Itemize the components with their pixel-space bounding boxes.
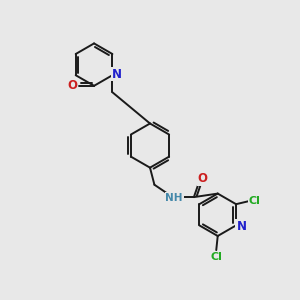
Text: N: N bbox=[236, 220, 246, 233]
Text: NH: NH bbox=[165, 193, 183, 203]
Text: Cl: Cl bbox=[249, 196, 261, 206]
Text: N: N bbox=[112, 68, 122, 80]
Text: Cl: Cl bbox=[210, 252, 222, 262]
Text: O: O bbox=[67, 79, 77, 92]
Text: O: O bbox=[198, 172, 208, 185]
